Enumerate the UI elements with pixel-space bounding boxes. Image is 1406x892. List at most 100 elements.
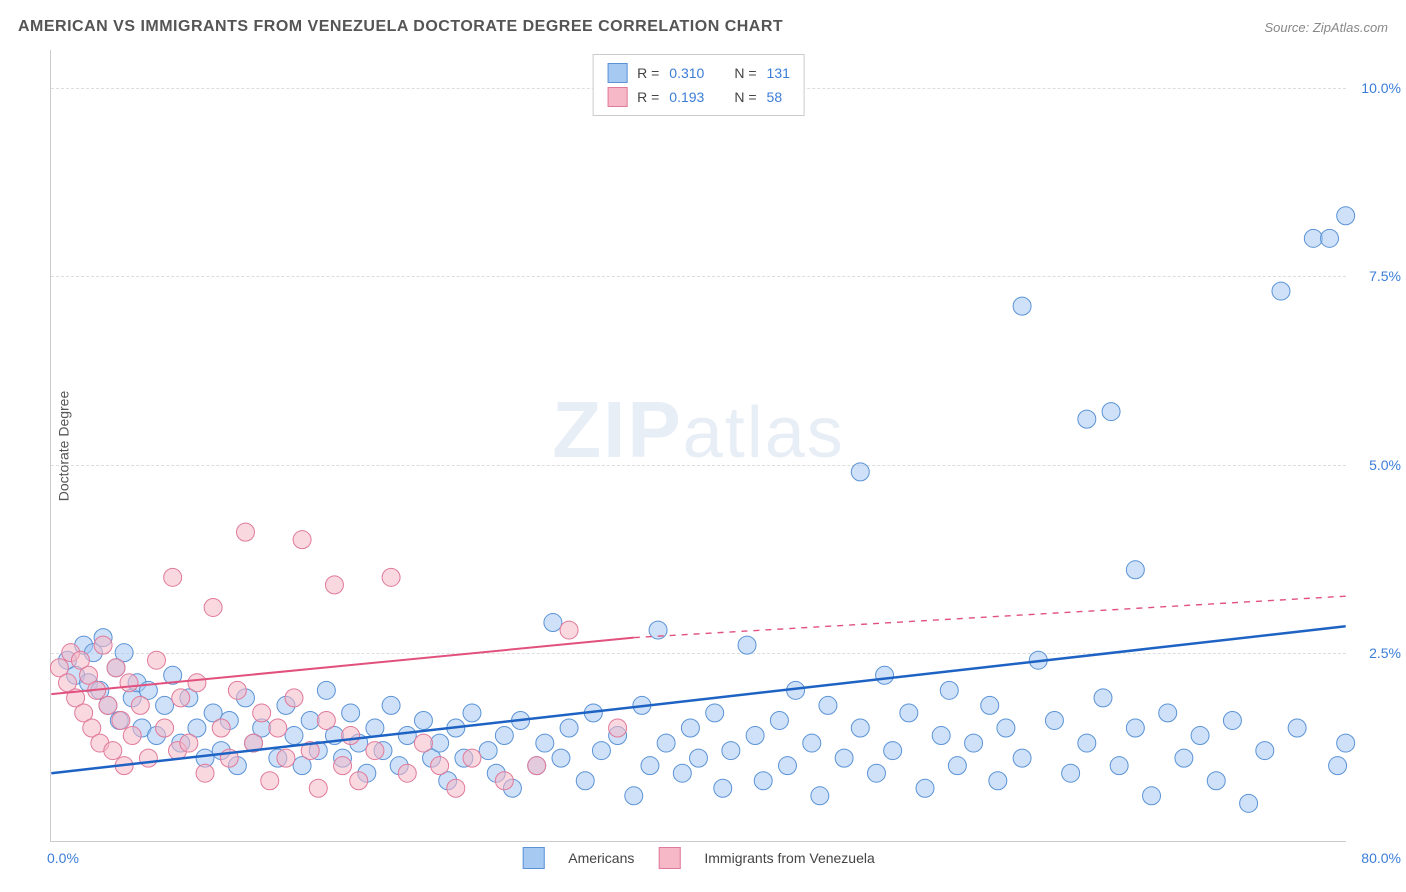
data-point	[431, 757, 449, 775]
legend-series-label: Immigrants from Venezuela	[704, 850, 874, 866]
data-point	[1304, 229, 1322, 247]
data-point	[285, 727, 303, 745]
data-point	[366, 742, 384, 760]
data-point	[673, 764, 691, 782]
data-point	[867, 764, 885, 782]
data-point	[495, 772, 513, 790]
legend-swatch	[658, 847, 680, 869]
legend-r-value: 0.193	[669, 89, 704, 105]
y-tick-label: 10.0%	[1361, 80, 1401, 96]
data-point	[706, 704, 724, 722]
data-point	[1175, 749, 1193, 767]
data-point	[204, 598, 222, 616]
data-point	[916, 779, 934, 797]
data-point	[1191, 727, 1209, 745]
data-point	[1321, 229, 1339, 247]
data-point	[819, 696, 837, 714]
legend-n-label: N =	[734, 65, 756, 81]
data-point	[196, 764, 214, 782]
legend-row: R =0.310N =131	[607, 61, 790, 85]
data-point	[625, 787, 643, 805]
data-point	[1126, 561, 1144, 579]
data-point	[681, 719, 699, 737]
data-point	[528, 757, 546, 775]
correlation-legend: R =0.310N =131 R = 0.193 N = 58	[592, 54, 805, 116]
legend-row: R = 0.193 N = 58	[607, 85, 790, 109]
data-point	[479, 742, 497, 760]
data-point	[690, 749, 708, 767]
data-point	[342, 704, 360, 722]
data-point	[398, 764, 416, 782]
data-point	[576, 772, 594, 790]
data-point	[1159, 704, 1177, 722]
data-point	[334, 757, 352, 775]
data-point	[293, 531, 311, 549]
data-point	[1223, 711, 1241, 729]
data-point	[285, 689, 303, 707]
data-point	[414, 711, 432, 729]
data-point	[754, 772, 772, 790]
data-point	[1143, 787, 1161, 805]
data-point	[1272, 282, 1290, 300]
data-point	[366, 719, 384, 737]
y-tick-label: 5.0%	[1369, 457, 1401, 473]
y-tick-label: 2.5%	[1369, 645, 1401, 661]
data-point	[1126, 719, 1144, 737]
data-point	[147, 651, 165, 669]
data-point	[1337, 207, 1355, 225]
data-point	[495, 727, 513, 745]
legend-swatch	[522, 847, 544, 869]
data-point	[981, 696, 999, 714]
data-point	[236, 523, 254, 541]
data-point	[164, 568, 182, 586]
x-tick-right: 80.0%	[1361, 850, 1401, 866]
data-point	[803, 734, 821, 752]
trend-line-dashed	[634, 596, 1346, 637]
data-point	[172, 689, 190, 707]
legend-r-label: R =	[637, 89, 659, 105]
data-point	[835, 749, 853, 767]
data-point	[657, 734, 675, 752]
data-point	[325, 576, 343, 594]
data-point	[811, 787, 829, 805]
legend-n-label: N =	[734, 89, 756, 105]
data-point	[552, 749, 570, 767]
data-point	[1207, 772, 1225, 790]
data-point	[965, 734, 983, 752]
data-point	[1013, 297, 1031, 315]
data-point	[139, 749, 157, 767]
data-point	[536, 734, 554, 752]
data-point	[156, 696, 174, 714]
data-point	[463, 704, 481, 722]
trend-line	[51, 638, 633, 695]
data-point	[778, 757, 796, 775]
data-point	[948, 757, 966, 775]
legend-n-value: 58	[767, 89, 783, 105]
scatter-plot	[51, 50, 1346, 841]
data-point	[940, 681, 958, 699]
data-point	[641, 757, 659, 775]
data-point	[104, 742, 122, 760]
data-point	[188, 674, 206, 692]
series-legend: Americans Immigrants from Venezuela	[522, 847, 875, 869]
data-point	[414, 734, 432, 752]
data-point	[609, 719, 627, 737]
data-point	[900, 704, 918, 722]
data-point	[431, 734, 449, 752]
data-point	[156, 719, 174, 737]
data-point	[180, 734, 198, 752]
legend-series-label: Americans	[568, 850, 634, 866]
source-attribution: Source: ZipAtlas.com	[1264, 20, 1388, 35]
data-point	[997, 719, 1015, 737]
x-tick-left: 0.0%	[47, 850, 79, 866]
legend-swatch	[607, 87, 627, 107]
data-point	[212, 719, 230, 737]
data-point	[317, 681, 335, 699]
data-point	[560, 719, 578, 737]
data-point	[131, 696, 149, 714]
data-point	[1102, 403, 1120, 421]
data-point	[342, 727, 360, 745]
data-point	[851, 719, 869, 737]
chart-area: ZIPatlas 0.0% 80.0% R =0.310N =131R =0.1…	[50, 50, 1346, 842]
data-point	[107, 659, 125, 677]
